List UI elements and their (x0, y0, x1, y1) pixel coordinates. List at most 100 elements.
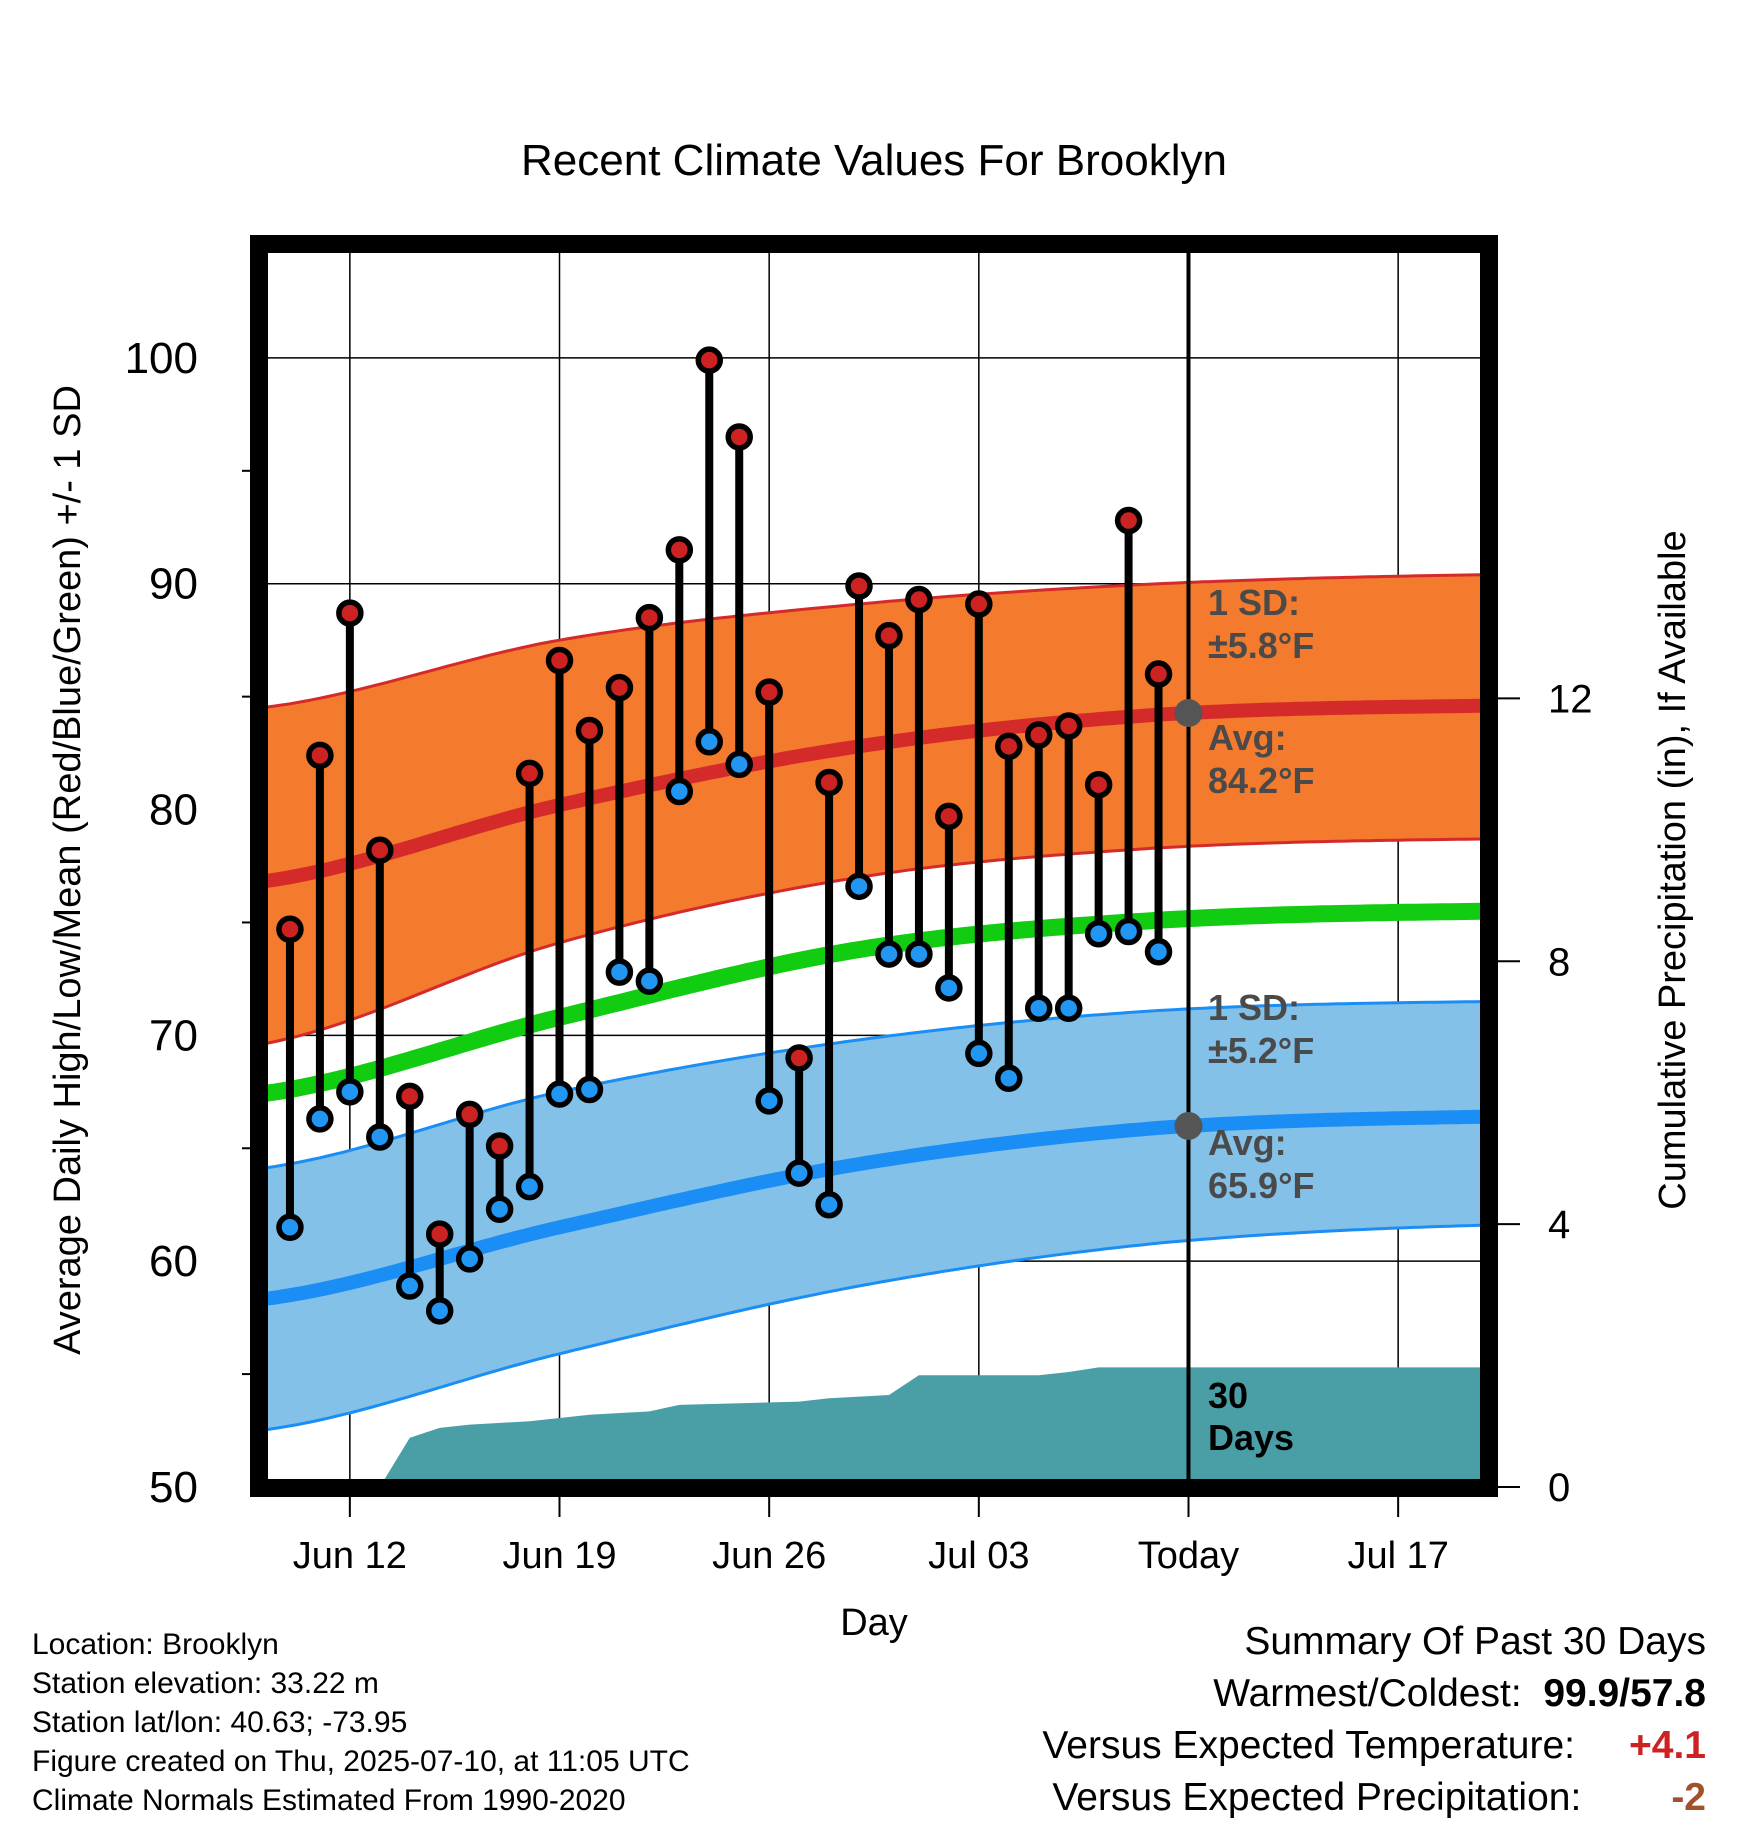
y-tick-label: 90 (149, 560, 198, 609)
high-point (575, 716, 604, 745)
high-sd-upper-line (259, 573, 1489, 710)
low-point (1084, 919, 1113, 948)
plot-frame (250, 235, 1498, 1497)
low-point (875, 940, 903, 968)
low-sd-lower-line (259, 1223, 1489, 1432)
low-point (1114, 917, 1143, 946)
low-point (605, 958, 634, 986)
y-tick-label: 60 (149, 1237, 198, 1286)
avg-high-line (259, 698, 1489, 889)
low-point (725, 750, 753, 779)
low-point (635, 967, 664, 995)
high-point (875, 621, 903, 650)
y2-tick-label: 4 (1548, 1203, 1570, 1247)
high-sd-band (260, 574, 1488, 1045)
high-point (965, 590, 993, 618)
low-point (575, 1075, 604, 1104)
high-point (605, 673, 634, 702)
high-avg-value: 84.2°F (1208, 760, 1314, 801)
high-point (485, 1132, 514, 1160)
low-point (905, 940, 933, 968)
high-sd-value: ±5.8°F (1208, 625, 1314, 666)
today-low-marker (1174, 1111, 1203, 1140)
high-point (1114, 506, 1143, 535)
low-sd-value: ±5.2°F (1208, 1030, 1314, 1071)
y-tick-label: 50 (149, 1463, 198, 1512)
today-high-marker (1174, 698, 1203, 727)
y-tick-label: 100 (125, 334, 198, 383)
high-point (665, 536, 694, 564)
high-point (396, 1082, 424, 1111)
high-sd-label: 1 SD: (1208, 582, 1300, 623)
high-point (1144, 660, 1173, 688)
warmest-label: Warmest/Coldest: (1213, 1672, 1522, 1715)
avg-mean-line (258, 902, 1489, 1103)
low-point (665, 777, 694, 806)
chart-title: Recent Climate Values For Brooklyn (521, 136, 1227, 185)
low-sd-band (260, 1001, 1488, 1431)
y2-axis-label: Cumulative Precipitation (in), If Availa… (1652, 530, 1694, 1209)
low-point (545, 1080, 574, 1108)
low-point (845, 872, 873, 901)
high-point (995, 732, 1023, 761)
low-point (935, 974, 963, 1002)
created-text: Figure created on Thu, 2025-07-10, at 11… (32, 1745, 690, 1778)
y2-tick-label: 8 (1548, 940, 1570, 984)
temp-label: Versus Expected Temperature: (1042, 1724, 1575, 1767)
high-point (815, 768, 843, 797)
x-tick-label: Jul 17 (1347, 1535, 1448, 1577)
low-point (965, 1039, 993, 1068)
latlon-text: Station lat/lon: 40.63; -73.95 (32, 1706, 408, 1739)
high-point (725, 423, 753, 451)
x-tick-label: Jun 26 (712, 1535, 826, 1577)
summary-warmest-row: Warmest/Coldest: 99.9/57.8 (1213, 1672, 1706, 1716)
low-point (306, 1105, 334, 1133)
high-point (336, 599, 364, 627)
high-point (905, 585, 933, 614)
low-point (695, 728, 724, 756)
high-point (276, 915, 304, 943)
low-point (515, 1172, 544, 1201)
x-tick-label: Jun 12 (293, 1535, 407, 1577)
low-avg-label: Avg: (1208, 1122, 1287, 1163)
y2-tick-label: 0 (1548, 1466, 1570, 1510)
precip-value: -2 (1671, 1776, 1706, 1819)
high-point (425, 1220, 454, 1248)
low-point (396, 1272, 424, 1300)
high-point (845, 572, 873, 600)
low-point (815, 1190, 843, 1219)
y-tick-label: 80 (149, 786, 198, 835)
high-point (366, 836, 394, 864)
high-avg-label: Avg: (1208, 717, 1287, 758)
x-tick-label: Jun 19 (502, 1535, 616, 1577)
summary-temp-row: Versus Expected Temperature: +4.1 (1042, 1724, 1706, 1768)
high-point (1054, 712, 1083, 740)
warmest-value: 99.9/57.8 (1543, 1672, 1706, 1715)
elevation-text: Station elevation: 33.22 m (32, 1667, 379, 1700)
high-point (695, 346, 724, 374)
summary-precip-row: Versus Expected Precipitation: -2 (1052, 1776, 1706, 1820)
high-point (515, 759, 544, 788)
low-point (276, 1213, 304, 1242)
low-point (1024, 994, 1053, 1023)
low-point (1144, 938, 1173, 966)
y-axis-label: Average Daily High/Low/Mean (Red/Blue/Gr… (47, 385, 89, 1355)
low-point (1054, 994, 1083, 1023)
location-text: Location: Brooklyn (32, 1628, 279, 1661)
low-point (755, 1087, 783, 1115)
precip-label-days: Days (1208, 1417, 1294, 1458)
y-tick-label: 70 (149, 1011, 198, 1060)
high-point (306, 741, 334, 770)
precipitation-area (379, 1367, 1488, 1487)
high-point (1084, 770, 1113, 799)
precip-label-30: 30 (1208, 1375, 1248, 1416)
y2-tick-label: 12 (1548, 677, 1593, 721)
precip-label: Versus Expected Precipitation: (1052, 1776, 1582, 1819)
low-point (425, 1297, 454, 1325)
high-point (785, 1044, 813, 1072)
low-point (366, 1123, 394, 1151)
low-point (336, 1078, 364, 1106)
x-tick-label: Jul 03 (928, 1535, 1029, 1577)
